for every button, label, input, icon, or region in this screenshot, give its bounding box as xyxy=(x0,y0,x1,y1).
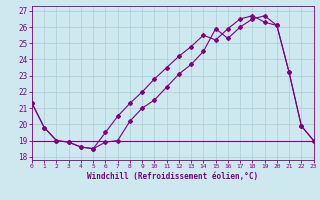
X-axis label: Windchill (Refroidissement éolien,°C): Windchill (Refroidissement éolien,°C) xyxy=(87,172,258,181)
